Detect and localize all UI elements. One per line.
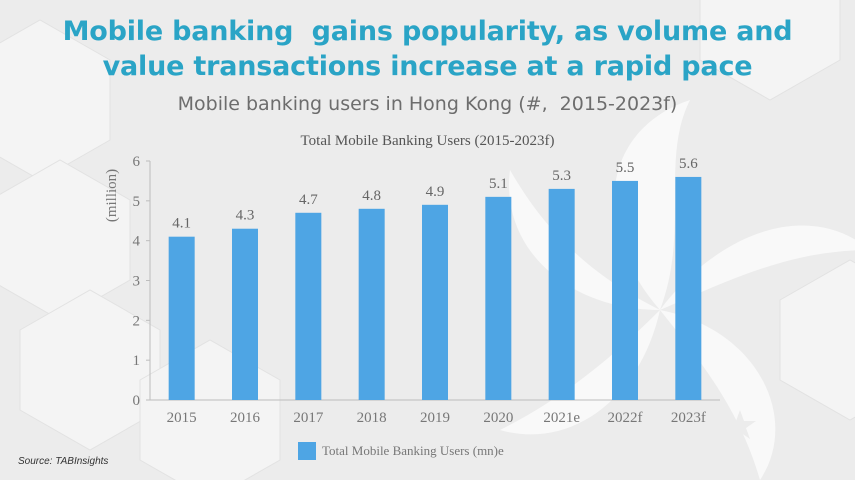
data-label: 5.3	[552, 168, 571, 184]
page-subtitle: Mobile banking users in Hong Kong (#, 20…	[177, 93, 678, 115]
x-tick-label: 2018	[357, 410, 387, 426]
headline-line-2: value transactions increase at a rapid p…	[102, 51, 753, 82]
y-tick-label: 3	[133, 274, 141, 290]
chart-title: Total Mobile Banking Users (2015-2023f)	[300, 133, 555, 149]
data-label: 4.8	[362, 188, 381, 204]
x-tick-label: 2023f	[671, 410, 706, 426]
y-axis-label: (million)	[104, 169, 120, 222]
data-label: 5.6	[679, 156, 698, 172]
x-tick-label: 2019	[420, 410, 450, 426]
data-label: 5.5	[616, 160, 635, 176]
data-label: 4.9	[426, 184, 445, 200]
bar	[232, 228, 258, 400]
bar	[675, 176, 702, 400]
y-tick-label: 5	[133, 194, 141, 210]
x-tick-label: 2017	[293, 410, 324, 426]
bar	[358, 208, 385, 400]
legend-swatch	[298, 442, 316, 460]
chart-legend: Total Mobile Banking Users (mn)e	[298, 442, 504, 460]
x-tick-label: 2016	[230, 410, 261, 426]
data-label: 4.3	[236, 208, 255, 224]
data-label: 5.1	[489, 176, 508, 192]
y-tick-label: 0	[133, 393, 141, 409]
source-note: Source: TABInsights	[18, 456, 109, 467]
data-label: 4.7	[299, 192, 318, 208]
bar	[485, 196, 512, 400]
data-label: 4.1	[172, 216, 191, 232]
legend-label: Total Mobile Banking Users (mn)e	[322, 443, 504, 458]
x-tick-label: 2021e	[543, 410, 580, 426]
x-tick-label: 2015	[167, 410, 197, 426]
x-tick-label: 2022f	[608, 410, 643, 426]
bar	[168, 236, 195, 400]
y-tick-label: 2	[133, 313, 141, 329]
bar	[612, 180, 638, 400]
bar	[548, 188, 575, 400]
headline-line-1: Mobile banking gains popularity, as volu…	[62, 16, 793, 47]
x-tick-label: 2020	[483, 410, 513, 426]
y-tick-label: 1	[133, 353, 141, 369]
headline: Mobile banking gains popularity, as volu…	[0, 14, 855, 84]
y-tick-label: 4	[133, 234, 141, 250]
bar	[295, 212, 322, 400]
bar	[422, 204, 448, 400]
y-tick-label: 6	[133, 154, 141, 170]
